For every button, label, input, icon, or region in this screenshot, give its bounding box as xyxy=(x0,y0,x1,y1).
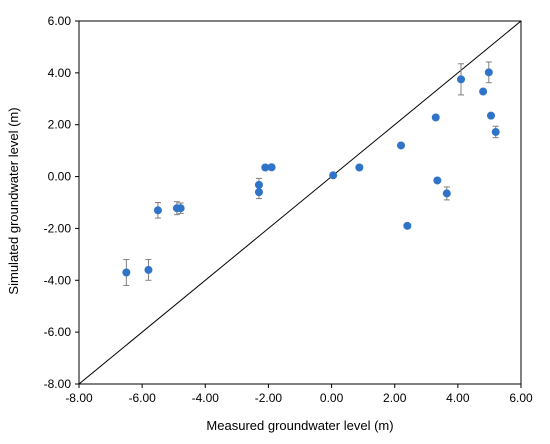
x-tick-label: -4.00 xyxy=(192,391,220,405)
data-point xyxy=(122,268,131,277)
y-tick-label: -4.00 xyxy=(44,273,72,287)
x-tick-label: -6.00 xyxy=(128,391,156,405)
y-axis-title: Simulated groundwater level (m) xyxy=(6,107,21,294)
y-tick-label: 2.00 xyxy=(48,118,72,132)
x-tick-label: -8.00 xyxy=(65,391,93,405)
y-tick-label: -8.00 xyxy=(44,377,72,391)
plot-area xyxy=(78,20,522,385)
y-tick-label: -6.00 xyxy=(44,325,72,339)
y-tick-label: 6.00 xyxy=(48,14,72,28)
data-point xyxy=(153,206,162,215)
y-tick-label: -2.00 xyxy=(44,221,72,235)
y-tick-label: 0.00 xyxy=(48,170,72,184)
data-point xyxy=(329,171,338,180)
one-to-one-line xyxy=(78,20,522,385)
data-point xyxy=(176,204,185,213)
y-tick-label: 4.00 xyxy=(48,66,72,80)
data-point xyxy=(397,141,406,150)
axes: -8.00 -6.00 -4.00 -2.00 0.00 2.00 4.00 6.00 -8.0… xyxy=(44,14,533,405)
data-point xyxy=(254,180,263,189)
data-point xyxy=(487,111,496,120)
data-point xyxy=(267,163,276,172)
plot-frame xyxy=(78,20,522,385)
x-tick-label: -2.00 xyxy=(255,391,283,405)
x-tick-label: 2.00 xyxy=(383,391,407,405)
data-point xyxy=(442,189,451,198)
data-point xyxy=(254,188,263,197)
data-point xyxy=(491,127,500,136)
data-point xyxy=(457,75,466,84)
data-point xyxy=(355,163,364,172)
data-point xyxy=(261,163,270,172)
data-point xyxy=(144,265,153,274)
data-point xyxy=(479,87,488,96)
data-point xyxy=(433,176,442,185)
x-axis-title: Measured groundwater level (m) xyxy=(206,418,393,433)
data-point xyxy=(431,113,440,122)
data-point xyxy=(403,221,412,230)
data-point xyxy=(484,68,493,77)
x-tick-label: 4.00 xyxy=(446,391,470,405)
x-tick-label: 6.00 xyxy=(509,391,533,405)
x-tick-label: 0.00 xyxy=(320,391,344,405)
